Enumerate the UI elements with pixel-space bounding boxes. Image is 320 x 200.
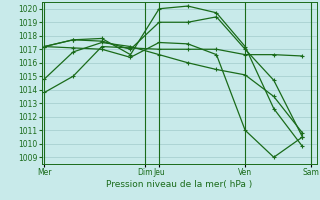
X-axis label: Pression niveau de la mer( hPa ): Pression niveau de la mer( hPa )	[106, 180, 252, 189]
